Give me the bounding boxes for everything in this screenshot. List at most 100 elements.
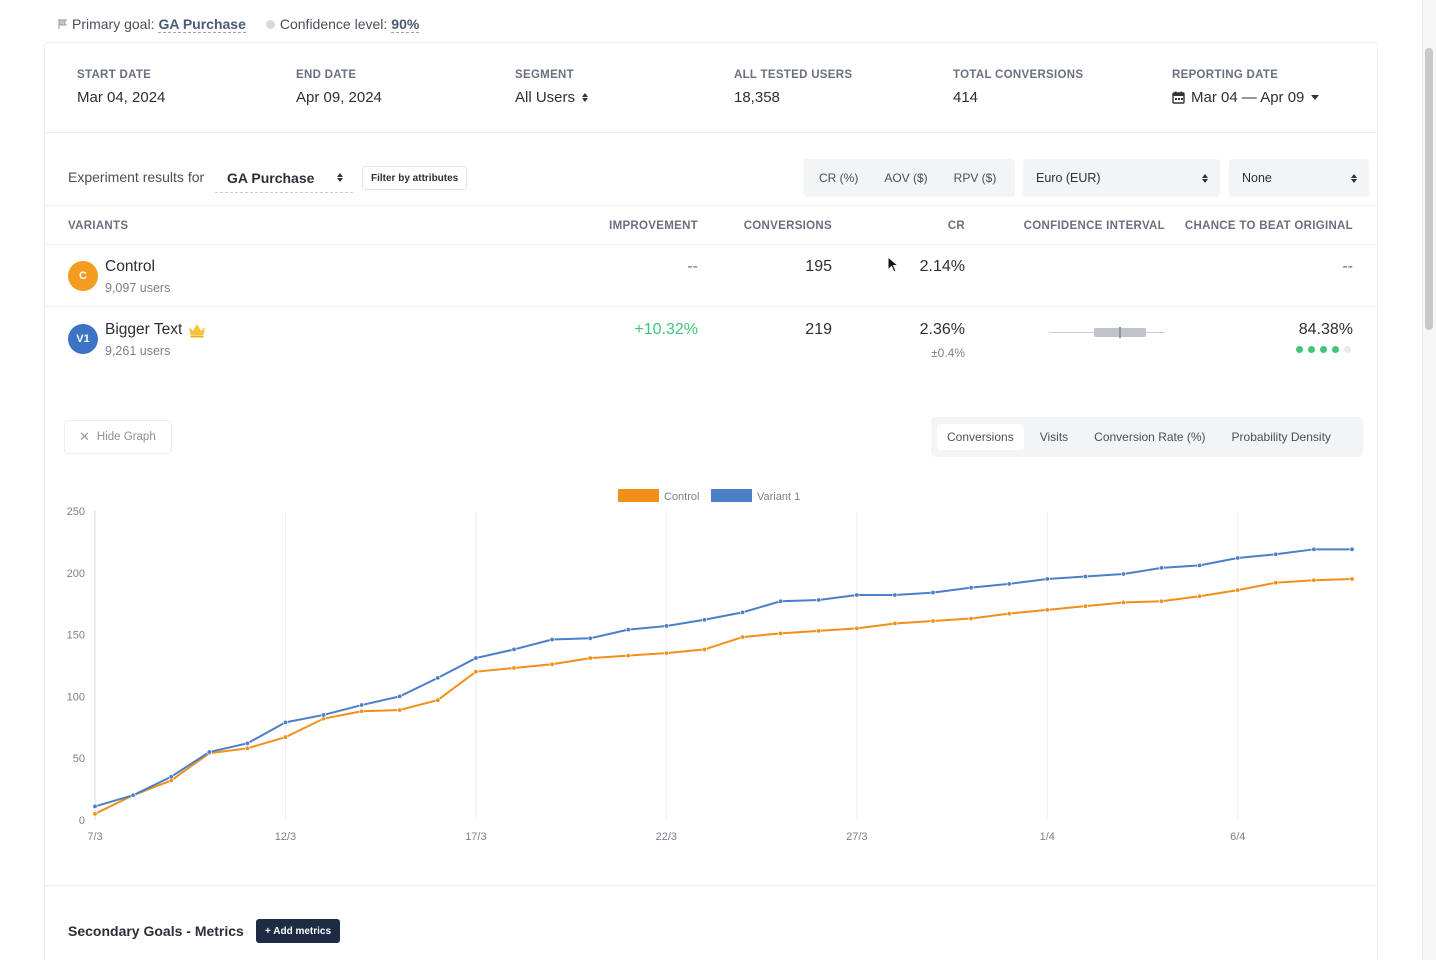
data-point [740,609,746,615]
cr-value: 2.14% [919,258,965,275]
start-date-value: Mar 04, 2024 [77,89,166,106]
tab-conversion-rate[interactable]: Conversion Rate (%) [1094,430,1206,444]
end-date-label: END DATE [296,69,357,81]
total-conversions-value: 414 [953,89,979,106]
data-point [130,792,136,798]
data-point [1197,593,1203,599]
page-scrollbar[interactable] [1425,48,1433,330]
add-metrics-button[interactable]: + Add metrics [256,919,341,943]
x-tick-label: 1/4 [1040,831,1055,843]
sort-caret-icon [1202,173,1208,183]
data-point [778,598,784,604]
table-row[interactable]: C Control 9,097 users -- 195 2.14% -- [45,245,1377,307]
data-point [892,592,898,598]
mouse-cursor-icon [887,255,900,274]
tab-aov[interactable]: AOV ($) [884,171,928,185]
data-point [1349,576,1355,582]
sort-caret-icon [582,93,589,102]
data-point [92,811,98,817]
variant-badge: V1 [68,324,98,354]
filter-by-attributes-button[interactable]: Filter by attributes [362,166,468,190]
x-tick-label: 6/4 [1230,831,1245,843]
dot-icon [1344,346,1351,353]
dot-icon [1296,346,1303,353]
chance-value: -- [1342,258,1353,275]
variant-name: Control [105,258,155,275]
data-point [892,620,898,626]
data-point [397,693,403,699]
x-tick-label: 7/3 [87,831,102,843]
data-point [1273,551,1279,557]
improvement-value: -- [687,258,698,275]
conversions-value: 219 [805,321,832,338]
primary-goal-link[interactable]: GA Purchase [158,15,246,33]
results-card: START DATE Mar 04, 2024 END DATE Apr 09,… [44,42,1378,960]
data-point [1311,546,1317,552]
tested-users-label: ALL TESTED USERS [734,69,853,81]
graph-tabs: Conversions Visits Conversion Rate (%) P… [931,417,1363,457]
data-point [1235,587,1241,593]
variant-name-wrap: Bigger Text [105,321,207,339]
x-tick-label: 27/3 [846,831,867,843]
hide-graph-label: Hide Graph [96,431,156,443]
experiment-results-label: Experiment results for [68,169,205,185]
tab-conversions[interactable]: Conversions [937,424,1024,450]
data-point [511,665,517,671]
conversions-value: 195 [805,258,832,275]
data-point [1044,607,1050,613]
primary-goal-label: Primary goal: [72,16,155,32]
chance-value: 84.38% [1298,321,1353,338]
secondary-goals-title: Secondary Goals - Metrics [68,923,244,939]
data-point [359,702,365,708]
col-variants: VARIANTS [68,220,129,232]
data-point [244,740,250,746]
data-point [968,585,974,591]
confidence-level-link[interactable]: 90% [391,15,420,33]
data-point [663,623,669,629]
conversions-chart: 7/3 12/3 17/3 22/3 27/3 1/4 6/4 0 50 100 150 200 250… [67,489,1355,843]
goal-select[interactable]: GA Purchase [215,163,353,193]
col-confidence-interval: CONFIDENCE INTERVAL [1023,220,1165,232]
table-row[interactable]: V1 Bigger Text 9,261 users +10.32% 219 2… [45,308,1377,370]
data-point [587,635,593,641]
data-point [511,646,517,652]
tab-rpv[interactable]: RPV ($) [953,171,997,185]
currency-select[interactable]: Euro (EUR) [1023,159,1220,197]
data-point [625,653,631,659]
legend-label: Variant 1 [757,491,800,503]
data-point [397,707,403,713]
series-line [94,548,1352,808]
col-chance-to-beat: CHANCE TO BEAT ORIGINAL [1184,220,1353,232]
breakdown-value: None [1242,171,1272,185]
metric-tabs: CR (%) AOV ($) RPV ($) [803,159,1015,197]
cr-ci-value: ±0.4% [931,346,965,360]
tab-cr[interactable]: CR (%) [819,171,859,185]
data-point [282,719,288,725]
variants-table-header: VARIANTS IMPROVEMENT CONVERSIONS CR CONF… [45,205,1377,245]
y-tick-label: 150 [67,630,85,642]
tab-visits[interactable]: Visits [1039,430,1069,444]
reporting-date-picker[interactable]: Mar 04 — Apr 09 [1172,89,1320,106]
col-conversions: CONVERSIONS [743,220,832,232]
breakdown-select[interactable]: None [1229,159,1369,197]
probability-dots [1296,346,1351,353]
variant-name: Bigger Text [105,321,183,338]
data-point [740,634,746,640]
currency-value: Euro (EUR) [1036,171,1101,185]
data-point [778,630,784,636]
y-tick-label: 100 [67,691,85,703]
x-tick-label: 22/3 [656,831,677,843]
start-date: START DATE Mar 04, 2024 [77,69,165,106]
data-point [854,625,860,631]
data-point [1082,603,1088,609]
dot-icon [1308,346,1315,353]
data-point [92,803,98,809]
confidence-interval-bar [1049,327,1165,338]
y-tick-label: 50 [73,753,85,765]
data-point [435,675,441,681]
segment-select[interactable]: All Users [515,89,589,106]
confidence-dot-icon [265,19,275,29]
data-point [1006,611,1012,617]
tab-probability-density[interactable]: Probability Density [1231,430,1331,444]
hide-graph-button[interactable]: ✕ Hide Graph [64,420,172,454]
